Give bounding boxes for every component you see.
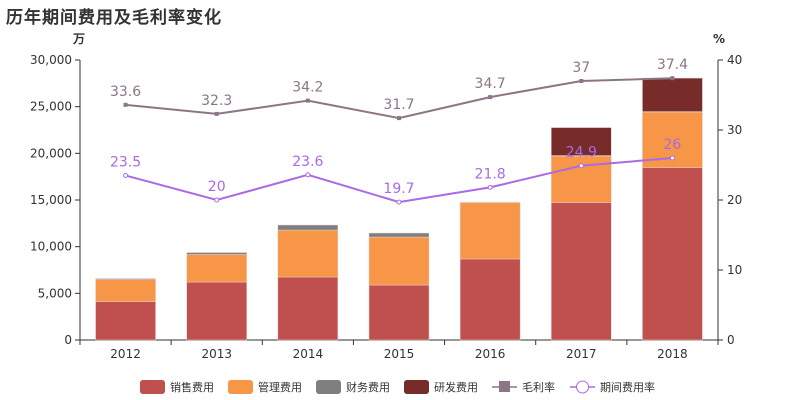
data-label: 21.8 bbox=[475, 166, 506, 182]
legend-swatch bbox=[404, 380, 429, 394]
data-label: 24.9 bbox=[566, 145, 597, 161]
legend-swatch bbox=[228, 380, 253, 394]
right-axis-unit: % bbox=[713, 32, 725, 46]
left-tick-label: 15,000 bbox=[30, 193, 72, 207]
data-label: 34.2 bbox=[292, 80, 323, 96]
bar-segment bbox=[95, 279, 156, 302]
data-point bbox=[305, 172, 311, 178]
left-tick-label: 10,000 bbox=[30, 240, 72, 254]
data-label: 23.5 bbox=[110, 155, 141, 171]
bar-segment bbox=[551, 202, 612, 341]
data-point bbox=[123, 102, 128, 107]
bar-segment bbox=[277, 224, 339, 231]
left-tick-label: 0 bbox=[64, 333, 72, 347]
bar-segment bbox=[277, 276, 339, 341]
legend-label: 销售费用 bbox=[170, 380, 214, 394]
data-point bbox=[669, 155, 675, 161]
bar-segment bbox=[459, 202, 521, 260]
chart-title: 历年期间费用及毛利率变化 bbox=[6, 8, 222, 28]
data-point bbox=[214, 197, 220, 203]
data-label: 34.7 bbox=[475, 76, 506, 92]
data-label: 32.3 bbox=[201, 93, 232, 109]
data-point bbox=[397, 116, 401, 121]
legend-label: 管理费用 bbox=[258, 380, 302, 394]
data-point bbox=[305, 98, 310, 103]
legend-marker bbox=[576, 380, 589, 394]
bar-segment bbox=[186, 281, 247, 341]
bar-segment bbox=[186, 254, 247, 283]
left-tick-label: 20,000 bbox=[30, 146, 72, 160]
right-tick-label: 20 bbox=[727, 193, 742, 207]
data-label: 33.6 bbox=[110, 84, 141, 100]
legend-label: 财务费用 bbox=[346, 380, 390, 394]
data-label: 23.6 bbox=[292, 154, 323, 170]
bar-segment bbox=[551, 127, 612, 156]
data-label: 19.7 bbox=[383, 181, 414, 197]
data-point bbox=[578, 163, 584, 169]
x-tick-label: 2014 bbox=[293, 347, 324, 361]
x-tick-label: 2013 bbox=[201, 347, 232, 361]
bar-segment bbox=[642, 167, 703, 341]
right-tick-label: 0 bbox=[727, 333, 735, 347]
bar-segment bbox=[95, 278, 156, 280]
x-tick-label: 2017 bbox=[566, 347, 597, 361]
left-tick-label: 5,000 bbox=[38, 286, 72, 300]
data-label: 31.7 bbox=[383, 97, 414, 113]
left-tick-label: 25,000 bbox=[30, 100, 72, 114]
legend-marker bbox=[499, 381, 510, 392]
x-tick-label: 2016 bbox=[475, 347, 506, 361]
data-point bbox=[579, 79, 584, 83]
left-tick-label: 30,000 bbox=[30, 53, 72, 67]
data-label: 20 bbox=[208, 179, 226, 195]
legend-swatch bbox=[316, 380, 341, 394]
right-tick-label: 40 bbox=[727, 53, 742, 67]
bar-segment bbox=[368, 236, 430, 286]
left-axis-unit: 万 bbox=[72, 32, 85, 46]
data-point bbox=[487, 184, 493, 190]
data-label: 37.4 bbox=[657, 57, 688, 73]
right-tick-label: 10 bbox=[727, 263, 742, 277]
bar-segment bbox=[642, 77, 703, 112]
data-point bbox=[488, 95, 493, 100]
data-point bbox=[214, 111, 219, 116]
x-tick-label: 2012 bbox=[110, 347, 141, 361]
bar-segment bbox=[368, 284, 430, 341]
data-point bbox=[396, 199, 402, 205]
data-point bbox=[670, 76, 675, 81]
data-point bbox=[123, 173, 129, 178]
legend-label: 研发费用 bbox=[434, 380, 478, 394]
legend-label: 毛利率 bbox=[522, 380, 555, 394]
right-tick-label: 30 bbox=[727, 123, 742, 137]
legend-swatch bbox=[140, 380, 165, 394]
x-tick-label: 2018 bbox=[657, 347, 688, 361]
data-label: 26 bbox=[664, 137, 682, 153]
x-tick-label: 2015 bbox=[384, 347, 415, 361]
bar-segment bbox=[95, 301, 156, 341]
bar-segment bbox=[186, 252, 247, 255]
bar-segment bbox=[459, 258, 521, 341]
legend-label: 期间费用率 bbox=[600, 380, 655, 394]
bar-segment bbox=[368, 232, 430, 238]
data-label: 37 bbox=[572, 60, 590, 76]
bar-segment bbox=[277, 229, 339, 278]
